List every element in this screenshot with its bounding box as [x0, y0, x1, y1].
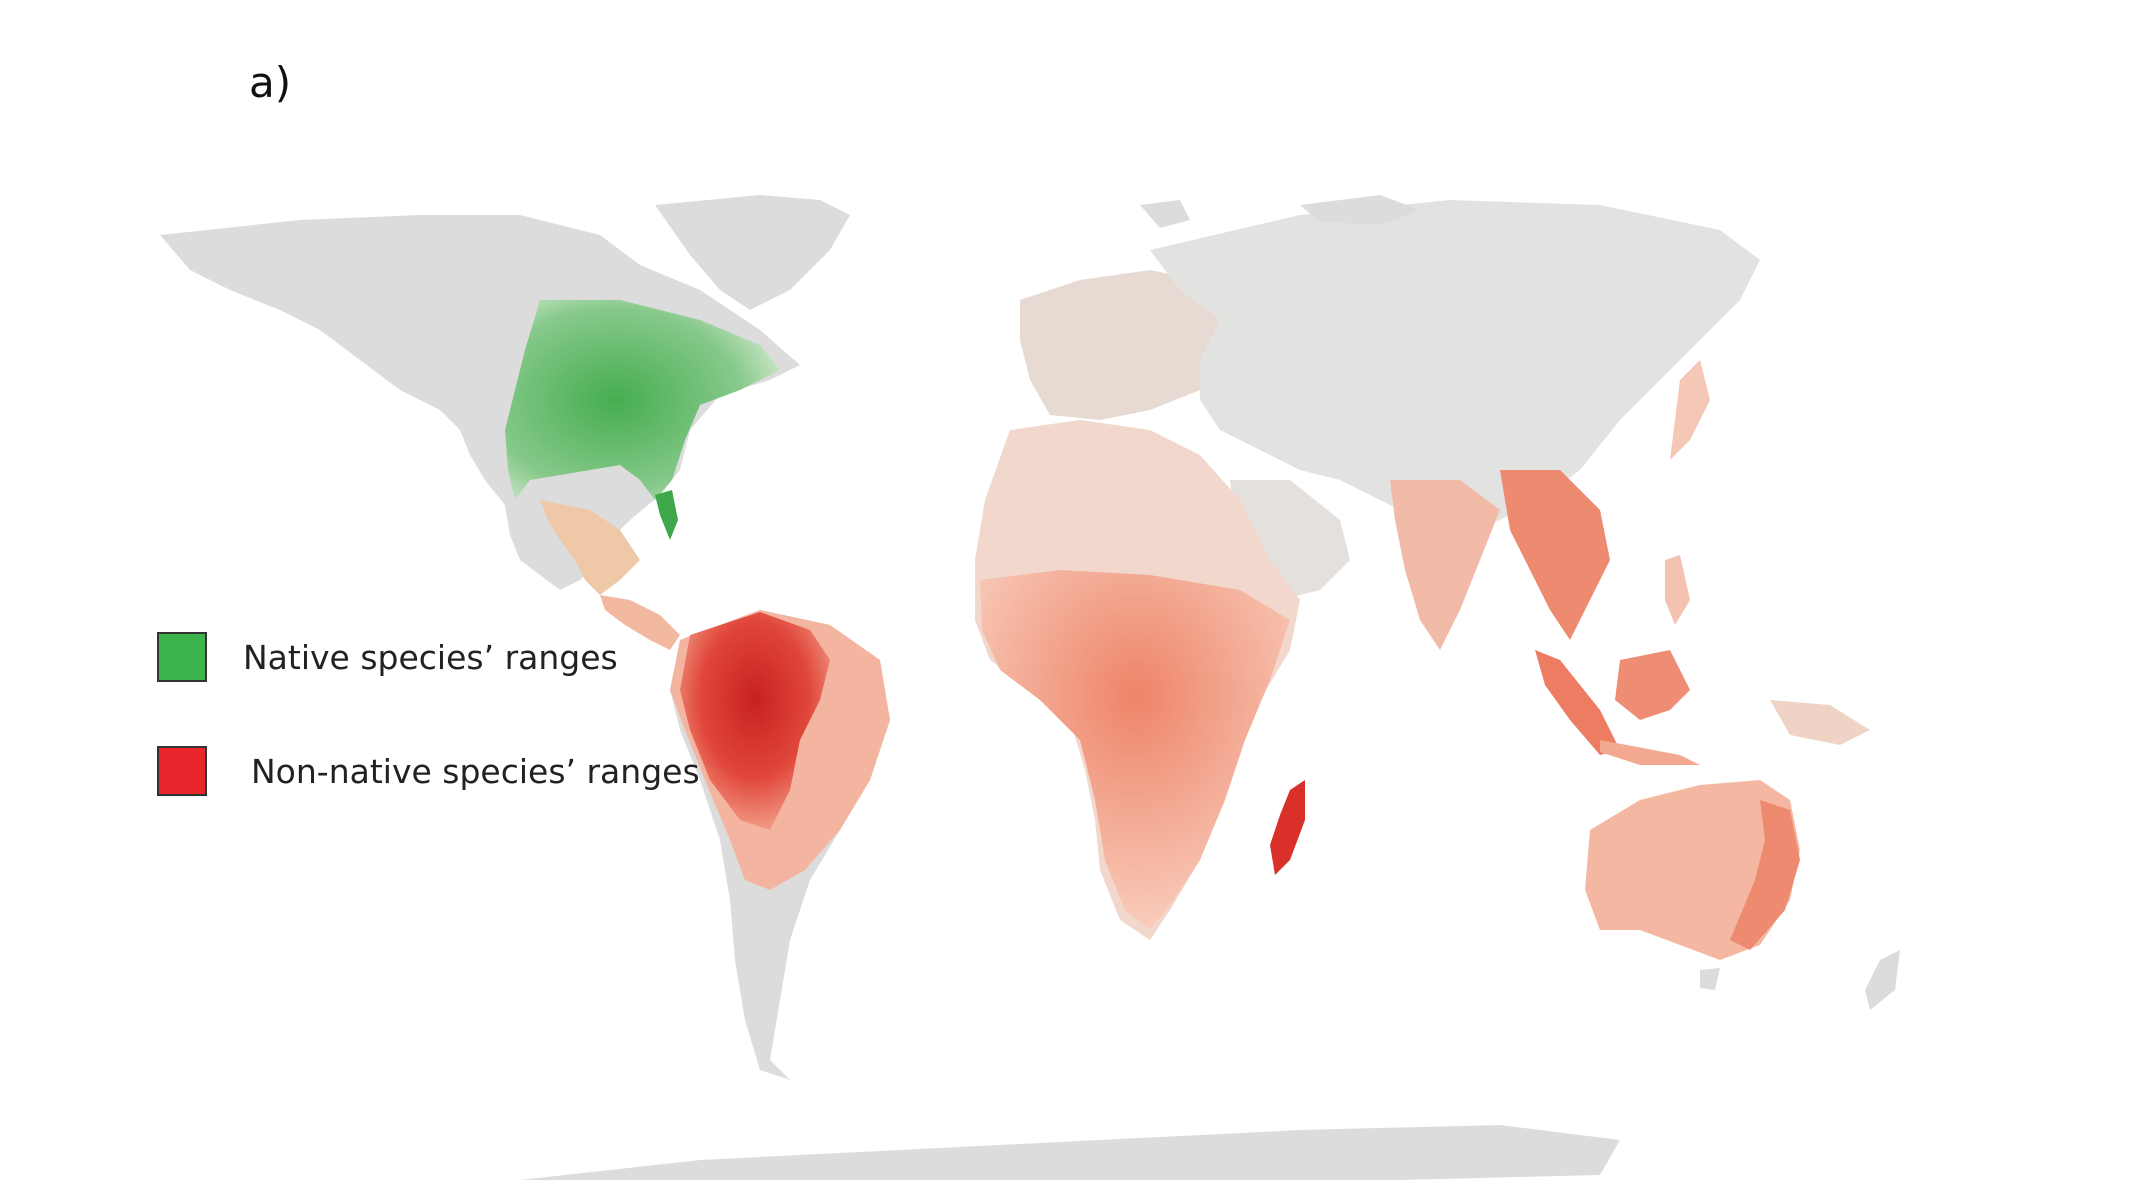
java-range — [1600, 740, 1700, 765]
legend-native: Native species’ ranges — [157, 632, 618, 682]
borneo-range — [1615, 650, 1690, 720]
svalbard — [1140, 200, 1190, 228]
arctic-islands — [1300, 195, 1420, 225]
new-guinea-land — [1770, 700, 1870, 745]
madagascar-range — [1270, 780, 1305, 875]
legend-nonnative: Non-native species’ ranges — [157, 746, 700, 796]
legend-native-swatch — [157, 632, 207, 682]
southeast-asia-range — [1500, 470, 1610, 640]
sumatra-range — [1535, 650, 1620, 755]
panel-label: a) — [249, 58, 292, 107]
florida — [655, 490, 678, 540]
amazon-nonnative-range — [680, 612, 830, 830]
legend-nonnative-label: Non-native species’ ranges — [251, 751, 700, 791]
japan-range — [1670, 360, 1710, 460]
legend-native-label: Native species’ ranges — [243, 637, 618, 677]
africa-nonnative-range — [980, 570, 1290, 930]
asia-land — [1150, 200, 1760, 530]
antarctica-land — [520, 1125, 1620, 1180]
central-america-isthmus — [600, 595, 680, 650]
central-america — [540, 500, 640, 595]
india-range — [1390, 480, 1500, 650]
greenland — [655, 195, 850, 310]
tasmania-land — [1700, 968, 1720, 990]
australia-east-range — [1730, 800, 1800, 950]
new-zealand-land — [1865, 950, 1900, 1010]
north-america-native-range — [505, 300, 780, 500]
legend-nonnative-swatch — [157, 746, 207, 796]
philippines-range — [1665, 555, 1690, 625]
